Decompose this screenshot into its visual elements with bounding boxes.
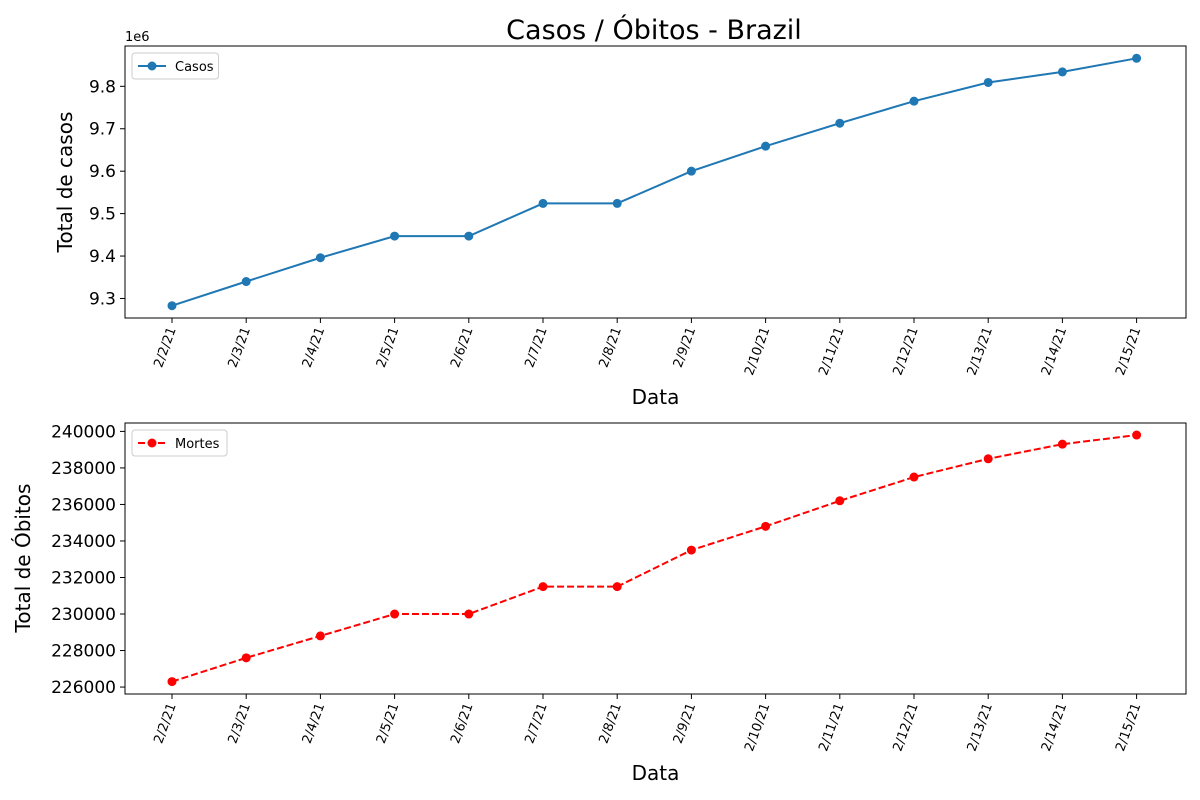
data-point <box>464 609 474 619</box>
legend-marker <box>147 438 157 448</box>
data-point <box>167 301 177 311</box>
y-tick-label: 9.4 <box>89 247 116 267</box>
x-tick-label: 2/15/21 <box>1113 701 1144 753</box>
axes-frame <box>124 45 1187 319</box>
x-tick-label: 2/12/21 <box>891 325 922 377</box>
x-tick-label: 2/13/21 <box>965 701 996 753</box>
x-tick-label: 2/11/21 <box>816 701 847 753</box>
data-point <box>761 141 771 151</box>
data-point <box>686 545 696 555</box>
series-line-casos <box>171 57 1137 307</box>
y-tick-label: 9.3 <box>89 289 116 309</box>
x-tick-label: 2/13/21 <box>965 325 996 377</box>
x-tick-label: 2/14/21 <box>1039 701 1070 753</box>
y-tick-label: 226000 <box>51 678 116 698</box>
x-axis-label: Data <box>632 761 680 785</box>
data-point <box>315 631 325 641</box>
x-tick-label: 2/10/21 <box>742 701 773 753</box>
data-point <box>538 198 548 208</box>
x-tick-label: 2/12/21 <box>891 701 922 753</box>
x-tick-label: 2/9/21 <box>671 701 699 745</box>
y-tick-label: 230000 <box>51 605 116 625</box>
data-point <box>686 166 696 176</box>
y-multiplier-label: 1e6 <box>125 30 150 45</box>
x-tick-label: 2/6/21 <box>448 325 476 369</box>
legend-box <box>131 52 219 80</box>
x-tick-label: 2/11/21 <box>816 325 847 377</box>
legend-label: Mortes <box>175 437 220 452</box>
x-tick-label: 2/4/21 <box>300 325 328 369</box>
x-tick-label: 2/15/21 <box>1113 325 1144 377</box>
data-point <box>909 472 919 482</box>
data-point <box>390 609 400 619</box>
y-tick-label: 9.7 <box>89 120 116 140</box>
series-line-mortes <box>171 434 1137 683</box>
y-tick-label: 240000 <box>51 422 116 442</box>
x-tick-label: 2/14/21 <box>1039 325 1070 377</box>
axes-frame <box>124 422 1187 695</box>
x-tick-label: 2/2/21 <box>151 701 179 745</box>
y-tick-label: 232000 <box>51 568 116 588</box>
y-tick-label: 228000 <box>51 642 116 662</box>
figure-title: Casos / Óbitos - Brazil <box>506 14 802 46</box>
data-point <box>1132 53 1142 63</box>
x-tick-label: 2/7/21 <box>522 325 550 369</box>
x-tick-label: 2/3/21 <box>226 325 254 369</box>
deaths-subplot: 226000 228000 230000 232000 234000 236000 2380… <box>11 422 1187 785</box>
y-axis-label: Total de casos <box>53 112 77 254</box>
data-point <box>167 677 177 687</box>
data-point <box>464 231 474 241</box>
data-point <box>315 253 325 263</box>
x-tick-label: 2/4/21 <box>300 701 328 745</box>
y-tick-label: 236000 <box>51 495 116 515</box>
x-tick-label: 2/6/21 <box>448 701 476 745</box>
data-point <box>241 653 251 663</box>
data-point <box>241 277 251 287</box>
y-tick-label: 9.5 <box>89 205 116 225</box>
x-tick-label: 2/2/21 <box>151 325 179 369</box>
data-point <box>538 582 548 592</box>
data-point <box>835 118 845 128</box>
data-point <box>835 496 845 506</box>
y-tick-label: 234000 <box>51 532 116 552</box>
data-point <box>909 96 919 106</box>
y-tick-label: 9.8 <box>89 77 116 97</box>
x-tick-label: 2/8/21 <box>597 701 625 745</box>
data-point <box>761 521 771 531</box>
legend-box <box>131 429 228 457</box>
x-tick-label: 2/10/21 <box>742 325 773 377</box>
data-point <box>612 582 622 592</box>
data-point <box>1057 67 1067 77</box>
y-axis-label: Total de Óbitos <box>11 484 35 634</box>
data-point <box>1057 439 1067 449</box>
x-tick-label: 2/3/21 <box>226 701 254 745</box>
x-tick-label: 2/7/21 <box>522 701 550 745</box>
legend-marker <box>147 61 157 71</box>
cases-subplot: 9.3 9.4 9.5 9.6 9.7 9.8 1e6 2/2/21 2/3/21 2/4/21 2… <box>53 30 1187 409</box>
x-tick-label: 2/8/21 <box>597 325 625 369</box>
data-point <box>390 231 400 241</box>
x-tick-label: 2/5/21 <box>374 701 402 745</box>
x-axis-label: Data <box>632 385 680 409</box>
data-point <box>983 77 993 87</box>
data-point <box>612 198 622 208</box>
y-tick-label: 9.6 <box>89 162 116 182</box>
data-point <box>983 454 993 464</box>
legend-label: Casos <box>175 60 214 75</box>
x-tick-label: 2/5/21 <box>374 325 402 369</box>
data-point <box>1132 430 1142 440</box>
x-tick-label: 2/9/21 <box>671 325 699 369</box>
y-tick-label: 238000 <box>51 459 116 479</box>
